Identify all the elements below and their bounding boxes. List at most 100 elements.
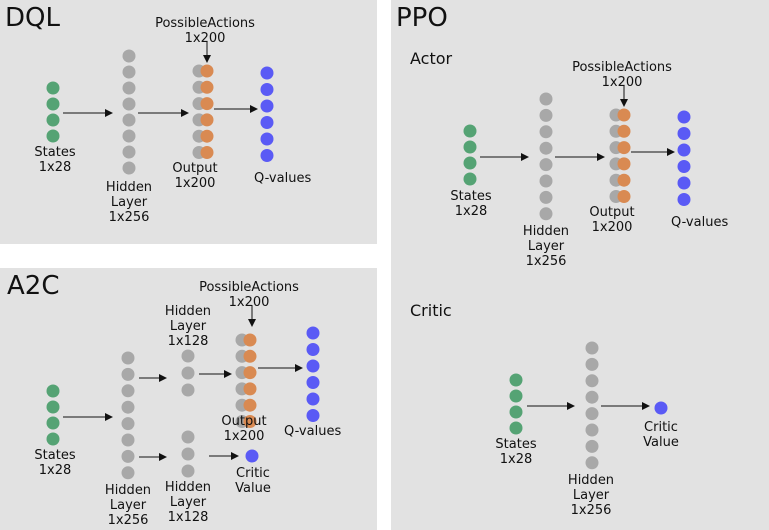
dql-states-label: 1x28 xyxy=(39,160,72,175)
ppo-actor-output-action-node xyxy=(617,108,631,122)
a2c-actions-label: 1x200 xyxy=(229,295,270,310)
a2c-states-label: 1x28 xyxy=(39,463,72,478)
dql-qvalue-node xyxy=(260,66,274,80)
ppo-actor-qvalue-node xyxy=(677,127,691,140)
ppo-actor-hidden-node xyxy=(539,125,553,139)
a2c-hidden-bottom-label: Layer xyxy=(170,495,207,510)
dql-output-action-node xyxy=(200,129,214,143)
a2c-hidden-bottom-label: 1x128 xyxy=(168,510,209,525)
a2c-qvalue-node xyxy=(306,376,320,389)
a2c-qvalue-node xyxy=(306,409,320,422)
ppo-actor-qvalue-node xyxy=(677,160,691,173)
ppo-actor-state-node xyxy=(463,140,477,154)
ppo-actor-output-action-node xyxy=(617,157,631,171)
a2c-output-action-node xyxy=(243,398,257,412)
a2c-output-label: Output xyxy=(221,414,266,429)
a2c-output-action-node xyxy=(243,333,257,347)
ppo-critic-subtitle: Critic xyxy=(410,301,452,320)
ppo-actor-subtitle: Actor xyxy=(410,49,453,68)
dql-hidden-node xyxy=(122,129,136,143)
ppo-title: PPO xyxy=(396,3,448,33)
ppo-critic-hidden-label: Hidden xyxy=(568,473,614,488)
a2c-output-label: 1x200 xyxy=(224,429,265,444)
dql-output-action-node xyxy=(200,64,214,78)
dql-qvalue-node xyxy=(260,149,274,162)
dql-state-node xyxy=(46,113,60,127)
a2c-hidden-top-node xyxy=(181,366,195,380)
a2c-hidden-bottom-node xyxy=(181,430,195,444)
dql-actions-label: PossibleActions xyxy=(155,16,255,31)
dql-hidden-node xyxy=(122,65,136,79)
dql-output-label: 1x200 xyxy=(175,176,216,191)
dql-hidden-node xyxy=(122,49,136,63)
ppo-critic-state-node xyxy=(509,389,523,403)
ppo-actor-hidden-label: 1x256 xyxy=(526,254,567,269)
a2c-hidden-top-label: Hidden xyxy=(165,304,211,319)
dql-hidden-node xyxy=(122,81,136,95)
a2c-output-action-node xyxy=(243,382,257,396)
dql-qvalue-node xyxy=(260,99,274,113)
ppo-critic-value-label: Critic xyxy=(644,420,678,435)
a2c-hidden-node xyxy=(121,449,135,463)
a2c-title: A2C xyxy=(7,271,60,301)
dql-output-action-node xyxy=(200,97,214,111)
a2c-hidden-node xyxy=(121,417,135,431)
dql-output-action-node xyxy=(200,80,214,94)
ppo-critic-value-label: Value xyxy=(643,435,679,450)
a2c-hidden-bottom-node xyxy=(181,464,195,478)
a2c-output-action-node xyxy=(243,415,257,428)
a2c-qvalue-node xyxy=(306,326,320,340)
ppo-critic-hidden-node xyxy=(585,439,599,453)
dql-output-label: Output xyxy=(172,161,217,176)
ppo-critic-hidden-node xyxy=(585,407,599,421)
ppo-critic-state-node xyxy=(509,373,523,387)
a2c-hidden-node xyxy=(121,351,135,365)
dql-hidden-label: 1x256 xyxy=(109,210,150,225)
ppo-actor-actions-label: PossibleActions xyxy=(572,60,672,75)
ppo-actor-hidden-node xyxy=(539,141,553,155)
a2c-qvalues-label: Q-values xyxy=(284,424,341,439)
a2c-hidden-label: 1x256 xyxy=(108,513,149,528)
ppo-actor-output-action-node xyxy=(617,141,631,155)
ppo-critic-hidden-label: 1x256 xyxy=(571,503,612,518)
ppo-critic-value-node xyxy=(654,401,668,415)
ppo-actor-hidden-label: Hidden xyxy=(523,224,569,239)
a2c-state-node xyxy=(46,400,60,414)
ppo-actor-qvalue-node xyxy=(677,110,691,124)
ppo-actor-state-node xyxy=(463,172,477,186)
a2c-hidden-top-node xyxy=(181,383,195,397)
a2c-critic-label: Critic xyxy=(236,466,270,481)
ppo-panel xyxy=(391,0,769,530)
dql-hidden-node xyxy=(122,145,136,159)
ppo-critic-state-node xyxy=(509,405,523,419)
dql-hidden-node xyxy=(122,113,136,127)
a2c-qvalue-node xyxy=(306,359,320,373)
a2c-qvalue-node xyxy=(306,392,320,406)
a2c-hidden-bottom-node xyxy=(181,447,195,461)
a2c-hidden-node xyxy=(121,433,135,447)
ppo-actor-hidden-label: Layer xyxy=(528,239,565,254)
dql-output-action-node xyxy=(200,146,214,159)
dql-panel xyxy=(0,0,377,244)
ppo-critic-states-label: 1x28 xyxy=(500,452,533,467)
ppo-actor-actions-label: 1x200 xyxy=(602,75,643,90)
a2c-hidden-node xyxy=(121,367,135,381)
a2c-state-node xyxy=(46,384,60,398)
a2c-hidden-label: Layer xyxy=(110,498,147,513)
ppo-actor-hidden-node xyxy=(539,92,553,106)
dql-hidden-node xyxy=(122,97,136,111)
a2c-output-action-node xyxy=(243,366,257,380)
ppo-actor-output-label: 1x200 xyxy=(592,220,633,235)
ppo-actor-state-node xyxy=(463,124,477,138)
a2c-states-label: States xyxy=(34,448,75,463)
dql-hidden-label: Layer xyxy=(111,195,148,210)
a2c-state-node xyxy=(46,432,60,446)
ppo-actor-hidden-node xyxy=(539,174,553,188)
a2c-hidden-node xyxy=(121,466,135,480)
ppo-critic-hidden-node xyxy=(585,374,599,388)
ppo-actor-qvalue-node xyxy=(677,143,691,157)
dql-output-action-node xyxy=(200,113,214,127)
a2c-hidden-bottom-label: Hidden xyxy=(165,480,211,495)
dql-qvalue-node xyxy=(260,116,274,129)
